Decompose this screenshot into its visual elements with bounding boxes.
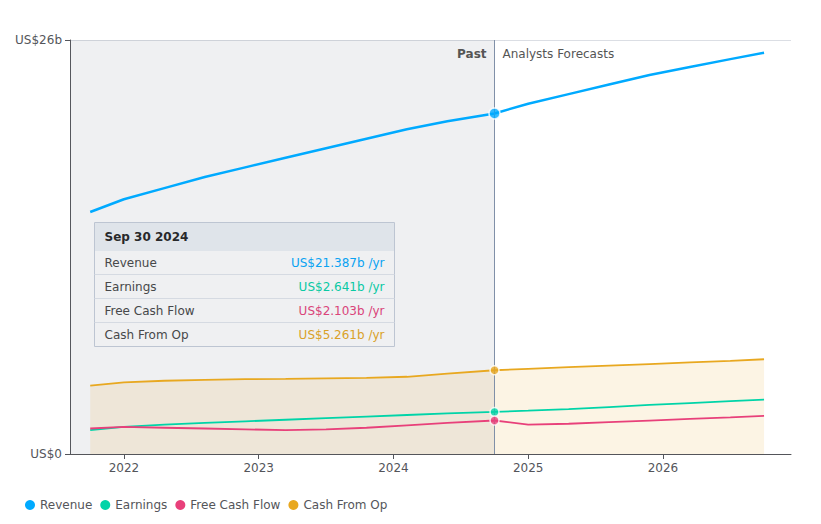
svg-text:2024: 2024 — [378, 461, 409, 475]
svg-text:Revenue: Revenue — [40, 498, 92, 512]
svg-text:Past: Past — [457, 47, 487, 61]
svg-text:2022: 2022 — [109, 461, 140, 475]
svg-text:Earnings: Earnings — [115, 498, 167, 512]
svg-text:US$0: US$0 — [30, 447, 62, 461]
svg-text:2026: 2026 — [648, 461, 679, 475]
svg-text:Analysts Forecasts: Analysts Forecasts — [503, 47, 615, 61]
svg-text:US$26b: US$26b — [15, 33, 62, 47]
svg-text:Free Cash Flow: Free Cash Flow — [190, 498, 280, 512]
svg-text:2023: 2023 — [243, 461, 274, 475]
svg-text:2025: 2025 — [513, 461, 544, 475]
svg-text:Cash From Op: Cash From Op — [303, 498, 387, 512]
